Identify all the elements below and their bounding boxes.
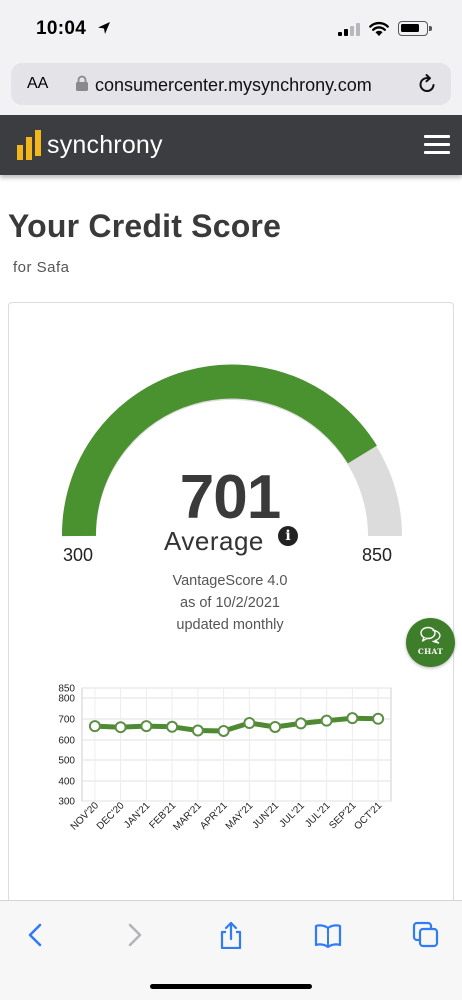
wifi-icon: [369, 22, 389, 36]
cellular-signal-icon: [338, 22, 362, 36]
score-model: VantageScore 4.0: [172, 573, 288, 589]
credit-score-card: [8, 302, 454, 942]
tabs-icon[interactable]: [412, 921, 440, 949]
score-update-frequency: updated monthly: [176, 617, 284, 633]
browser-toolbar: [0, 900, 462, 1000]
back-icon[interactable]: [22, 921, 50, 949]
forward-icon[interactable]: [120, 921, 148, 949]
hamburger-menu-icon[interactable]: [424, 135, 450, 155]
lock-icon: [76, 75, 88, 91]
credit-score-value: 701: [179, 463, 281, 532]
score-rating: Average: [164, 526, 264, 556]
page-subtitle: for Safa: [13, 259, 70, 276]
reload-icon[interactable]: [416, 73, 438, 95]
home-indicator: [150, 984, 312, 989]
url-text[interactable]: consumercenter.mysynchrony.com: [95, 75, 372, 95]
gauge-max-label: 850: [362, 545, 393, 565]
battery-icon: [398, 21, 432, 36]
address-bar[interactable]: AA consumercenter.mysynchrony.com: [11, 63, 451, 105]
chat-button[interactable]: CHAT: [406, 618, 455, 667]
bookmarks-icon[interactable]: [314, 921, 342, 949]
score-date: as of 10/2/2021: [180, 595, 280, 611]
brand-name[interactable]: synchrony: [47, 131, 163, 159]
location-arrow-icon: [98, 22, 110, 34]
gauge-min-label: 300: [63, 545, 94, 565]
share-icon[interactable]: [217, 921, 245, 949]
page-title: Your Credit Score: [8, 208, 282, 244]
gauge-fill: [61, 364, 377, 537]
text-size-button[interactable]: AA: [27, 75, 49, 92]
status-bar: 10:04: [0, 0, 462, 58]
chat-bubble-icon: [420, 626, 441, 644]
browser-address-area: AA consumercenter.mysynchrony.com: [0, 58, 462, 115]
status-time: 10:04: [36, 18, 87, 39]
site-header: synchrony: [0, 115, 462, 175]
chat-label: CHAT: [417, 647, 444, 656]
info-icon[interactable]: i: [278, 526, 298, 546]
synchrony-logo-icon: [17, 130, 41, 160]
score-gauge: [61, 364, 402, 537]
